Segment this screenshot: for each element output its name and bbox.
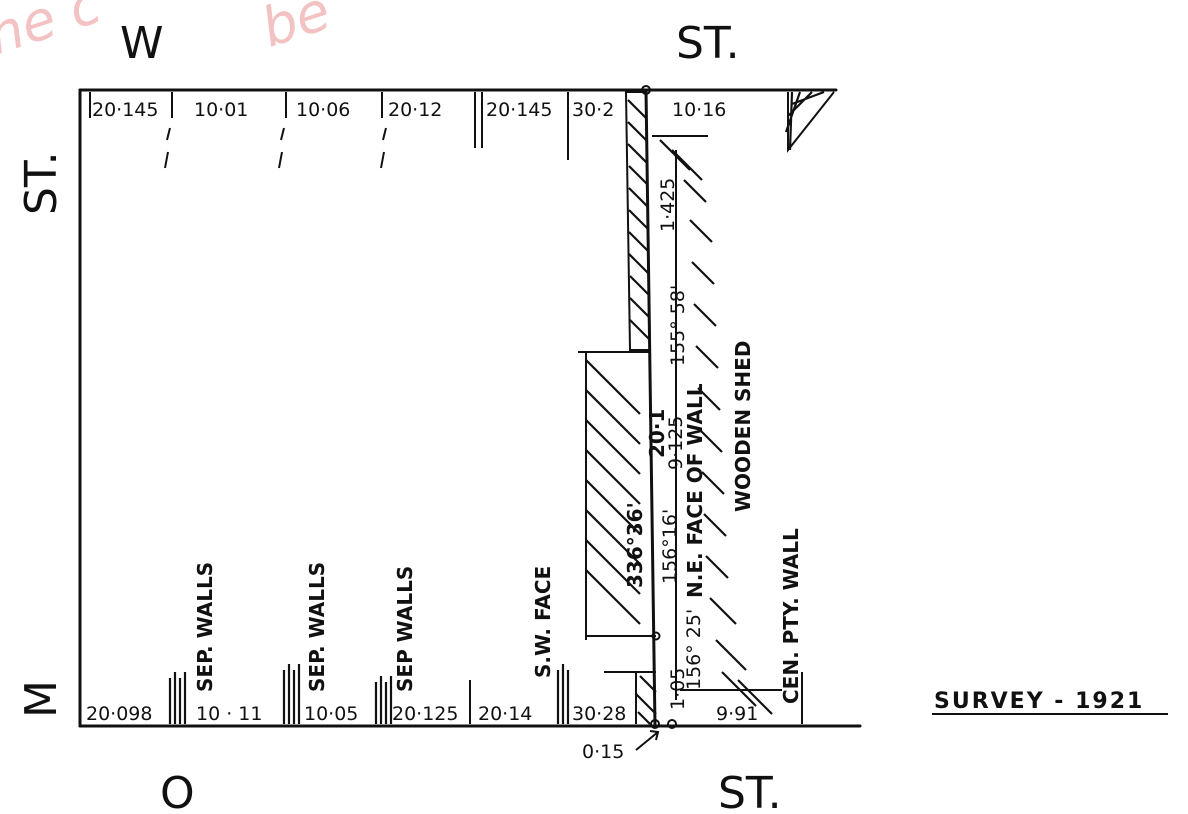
- offset-label: 0·15: [582, 741, 624, 763]
- bearing-lower-short: 1·05: [667, 668, 689, 710]
- top-dimensions: 20·145 10·01 10·06 20·12 20·145 30·2 10·…: [92, 99, 726, 121]
- street-label-top-right: ST.: [676, 18, 740, 69]
- street-label-bottom-left: O: [160, 768, 195, 814]
- wall-labels: SEP. WALLS SEP. WALLS SEP WALLS S.W. FAC…: [193, 341, 803, 704]
- bottom-dim-5: 20·14: [478, 703, 532, 725]
- top-dim-7: 10·16: [672, 99, 726, 121]
- offset-callout: 0·15: [582, 730, 660, 763]
- street-label-top-left: W: [120, 18, 164, 69]
- bearing-upper-angle: 155° 58': [667, 285, 689, 366]
- bearing-mid-short: 9·125: [665, 416, 687, 470]
- watermark-left: ne c: [0, 0, 108, 67]
- top-dim-4: 20·12: [388, 99, 442, 121]
- survey-title: SURVEY - 1921: [932, 689, 1168, 715]
- bearing-upper-short: 1·425: [657, 178, 679, 232]
- wooden-shed: [652, 135, 782, 715]
- sep-walls-label-2: SEP. WALLS: [305, 562, 329, 692]
- bottom-dim-1: 20·098: [86, 703, 152, 725]
- street-label-left-top: ST.: [16, 151, 67, 215]
- street-label-left-bottom: M: [16, 680, 67, 718]
- sep-walls-label-1: SEP. WALLS: [193, 562, 217, 692]
- top-dim-2: 10·01: [194, 99, 248, 121]
- bottom-dim-3: 10·05: [304, 703, 358, 725]
- top-dim-3: 10·06: [296, 99, 350, 121]
- top-dim-1: 20·145: [92, 99, 158, 121]
- wooden-shed-label: WOODEN SHED: [731, 341, 755, 512]
- sw-face-label: S.W. FACE: [531, 566, 555, 678]
- bottom-dim-2: 10 · 11: [196, 703, 262, 725]
- bottom-dim-7: 9·91: [716, 703, 758, 725]
- bearings: 336°36' 156°16' 20·1 1·425 155° 58' 9·12…: [623, 178, 705, 710]
- central-party-wall: [578, 91, 657, 725]
- sep-walls-label-3: SEP WALLS: [393, 566, 417, 692]
- bearing-length: 20·1: [645, 409, 669, 458]
- top-dim-5: 20·145: [486, 99, 552, 121]
- street-label-bottom-right: ST.: [718, 768, 782, 814]
- bearing-lower-angle: 156° 25': [683, 609, 705, 690]
- bottom-dim-4: 20·125: [392, 703, 458, 725]
- bottom-dimensions: 20·098 10 · 11 10·05 20·125 20·14 30·28 …: [86, 703, 758, 725]
- cen-pty-wall-label: CEN. PTY. WALL: [779, 528, 803, 704]
- top-wall-marks: [89, 90, 835, 169]
- ne-face-label: N.E. FACE OF WALL: [683, 383, 707, 598]
- survey-label: SURVEY - 1921: [934, 689, 1144, 714]
- top-dim-6: 30·2: [572, 99, 614, 121]
- watermark-right: be: [254, 0, 338, 60]
- bearing-main: 336°36': [623, 502, 647, 588]
- bearing-side: 156°16': [659, 509, 681, 584]
- bottom-wall-marks: [168, 664, 803, 724]
- bottom-dim-6: 30·28: [572, 703, 626, 725]
